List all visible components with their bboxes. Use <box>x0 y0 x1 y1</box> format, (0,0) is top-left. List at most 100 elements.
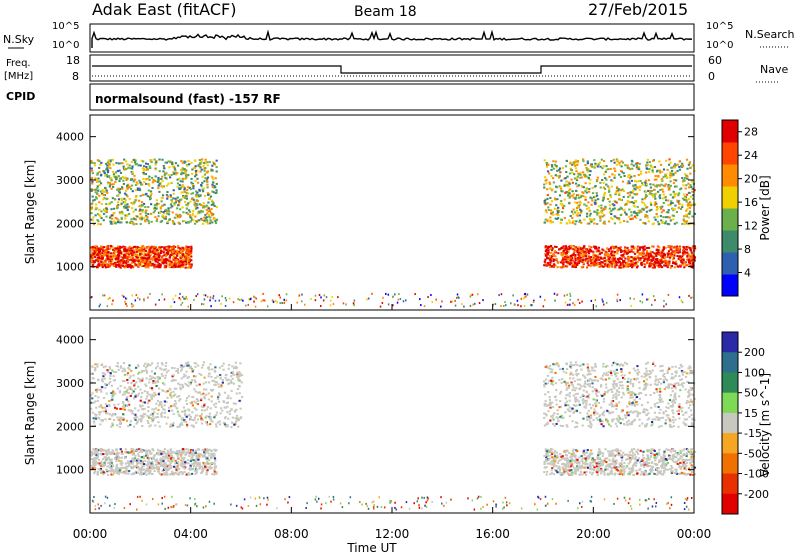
power-cell <box>673 208 677 211</box>
power-cell <box>188 210 192 213</box>
power-cell <box>126 252 129 255</box>
power-cell <box>139 164 142 167</box>
power-cell <box>170 261 173 264</box>
power-cell <box>671 258 675 261</box>
power-cell <box>669 256 672 259</box>
power-cell <box>215 159 218 162</box>
power-cell <box>90 261 93 264</box>
power-cell <box>644 215 647 218</box>
power-cell <box>573 304 576 307</box>
power-cell <box>155 220 158 223</box>
power-cell <box>181 206 184 209</box>
velocity-cell <box>162 455 165 458</box>
power-cell <box>623 252 626 255</box>
power-cell <box>613 222 617 225</box>
power-cell <box>676 245 679 248</box>
power-cell <box>112 163 115 166</box>
power-cell <box>121 176 124 179</box>
power-cell <box>190 247 193 250</box>
power-cell <box>207 214 211 217</box>
power-cell <box>99 223 102 226</box>
power-cell <box>627 195 630 198</box>
velocity-cell <box>202 392 205 395</box>
power-cell <box>579 176 582 179</box>
power-cell <box>680 299 683 302</box>
power-cell <box>106 161 110 164</box>
power-cell <box>688 161 692 164</box>
power-cell <box>169 250 172 253</box>
power-cell <box>647 298 650 301</box>
power-cell <box>596 163 599 166</box>
velocity-cell <box>189 449 193 452</box>
power-cell <box>556 207 559 210</box>
power-cell <box>116 188 119 191</box>
power-cell <box>189 220 192 223</box>
power-cell <box>319 305 322 308</box>
power-cell <box>195 295 197 298</box>
power-cell <box>141 204 144 207</box>
power-cell <box>573 160 576 163</box>
power-cell <box>107 251 110 254</box>
velocity-cell <box>156 467 159 470</box>
power-cell <box>186 212 190 215</box>
power-cell <box>552 253 555 256</box>
power-cell <box>644 181 647 184</box>
power-cell <box>675 179 678 182</box>
power-cell <box>161 250 164 253</box>
power-cell <box>616 298 618 301</box>
power-cell <box>562 249 565 252</box>
power-cell <box>550 168 553 171</box>
power-cell <box>636 167 639 170</box>
power-cell <box>130 201 133 204</box>
velocity-cell <box>185 473 188 476</box>
velocity-cell <box>217 385 221 388</box>
power-cell <box>590 220 593 223</box>
power-ytick-label: 2000 <box>56 217 84 230</box>
power-cell <box>281 302 284 305</box>
power-cell <box>678 296 681 299</box>
power-cell <box>550 164 554 167</box>
power-cell <box>120 186 124 189</box>
power-cell <box>590 258 593 261</box>
power-cell <box>203 216 206 219</box>
power-cell <box>132 159 135 162</box>
power-cell <box>631 218 634 221</box>
power-cell <box>473 302 476 305</box>
power-cell <box>301 293 303 296</box>
velocity-cell <box>135 449 138 452</box>
power-cell <box>686 251 689 254</box>
power-cell <box>578 257 581 260</box>
power-cell <box>109 220 112 223</box>
power-cell <box>98 214 101 217</box>
power-cell <box>585 166 588 169</box>
power-cell <box>165 254 168 257</box>
velocity-cell <box>121 452 124 455</box>
power-cell <box>138 205 141 208</box>
power-cell <box>108 181 112 184</box>
power-cell <box>662 168 666 171</box>
power-cell <box>664 262 667 265</box>
power-cell <box>575 170 578 173</box>
power-cell <box>599 256 602 259</box>
power-cell <box>555 258 558 261</box>
power-cell <box>90 296 92 299</box>
power-cell <box>548 181 551 184</box>
power-cell <box>676 255 679 258</box>
power-cell <box>174 265 177 268</box>
power-cell <box>520 305 522 308</box>
power-cell <box>578 260 581 263</box>
power-cell <box>656 249 660 252</box>
power-cell <box>586 260 590 263</box>
velocity-cell <box>141 401 144 404</box>
power-cell <box>184 253 187 256</box>
velocity-cell <box>163 458 166 461</box>
power-cell <box>201 222 205 225</box>
power-cell <box>100 255 104 258</box>
power-cell <box>591 186 594 189</box>
power-cell <box>151 250 154 253</box>
power-cell <box>600 264 603 267</box>
velocity-cell <box>169 462 172 465</box>
power-cell <box>469 304 472 307</box>
power-cell <box>124 214 127 217</box>
power-cell <box>238 298 241 301</box>
